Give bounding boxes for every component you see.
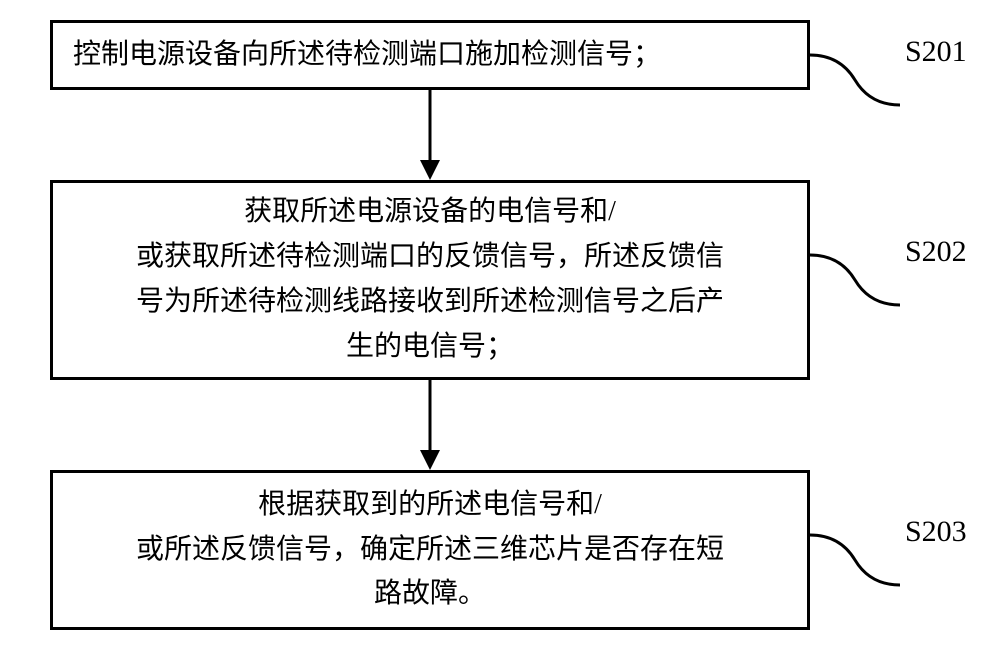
flow-box-2-line-1: 或获取所述待检测端口的反馈信号，所述反馈信	[73, 235, 787, 280]
flow-box-1: 控制电源设备向所述待检测端口施加检测信号；	[50, 20, 810, 90]
flow-box-3-line-1: 或所述反馈信号，确定所述三维芯片是否存在短	[73, 528, 787, 573]
label-connector-2	[810, 250, 910, 310]
flow-box-2-line-2: 号为所述待检测线路接收到所述检测信号之后产	[73, 280, 787, 325]
flow-box-2-line-3: 生的电信号；	[73, 325, 787, 370]
flow-box-1-text: 控制电源设备向所述待检测端口施加检测信号；	[73, 33, 787, 78]
step-label-2: S202	[905, 235, 967, 269]
flow-box-3-line-2: 路故障。	[73, 572, 787, 617]
flow-box-2: 获取所述电源设备的电信号和/ 或获取所述待检测端口的反馈信号，所述反馈信 号为所…	[50, 180, 810, 380]
arrow-1	[50, 90, 810, 180]
step-label-3: S203	[905, 515, 967, 549]
flow-box-3-line-0: 根据获取到的所述电信号和/	[73, 483, 787, 528]
flow-box-2-line-0: 获取所述电源设备的电信号和/	[73, 190, 787, 235]
step-label-1: S201	[905, 35, 967, 69]
label-connector-1	[810, 50, 910, 110]
flow-box-3: 根据获取到的所述电信号和/ 或所述反馈信号，确定所述三维芯片是否存在短 路故障。	[50, 470, 810, 630]
arrow-2	[50, 380, 810, 470]
label-connector-3	[810, 530, 910, 590]
